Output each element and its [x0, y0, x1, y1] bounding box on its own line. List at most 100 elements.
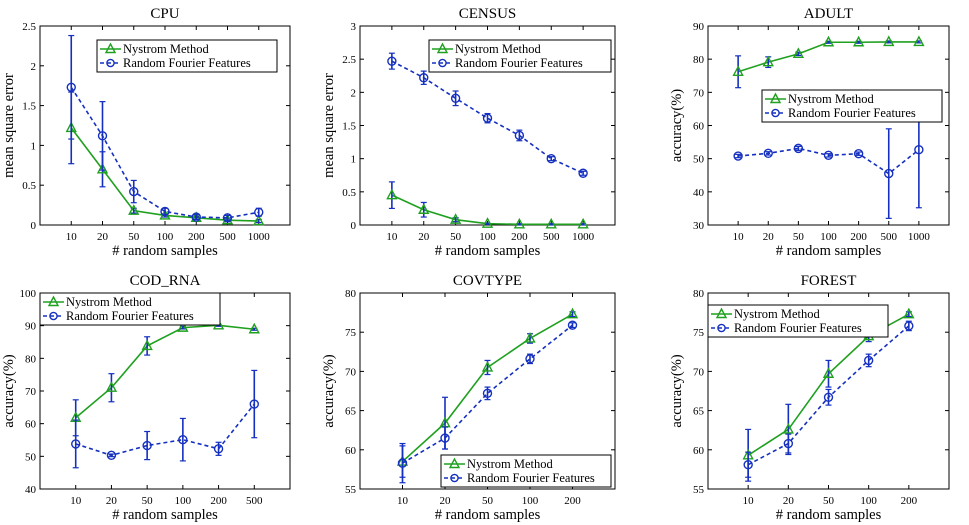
y-tick-label: 90 — [693, 21, 705, 33]
y-tick-label: 80 — [25, 353, 37, 365]
y-tick-label: 0 — [31, 220, 37, 232]
y-tick-label: 1 — [351, 154, 357, 166]
legend-label: Random Fourier Features — [467, 471, 595, 485]
data-point — [450, 93, 461, 104]
x-tick-label: 10 — [743, 495, 755, 507]
y-tick-label: 90 — [25, 321, 37, 333]
y-tick-label: 50 — [693, 154, 705, 166]
y-tick-label: 1.5 — [22, 101, 36, 113]
series-nystrom — [396, 307, 579, 478]
y-tick-label: 2.5 — [342, 54, 356, 66]
legend-box — [761, 89, 943, 123]
data-point — [823, 392, 834, 402]
data-point — [129, 186, 139, 197]
x-axis-label: # random samples — [435, 507, 541, 523]
data-point — [386, 188, 398, 200]
x-tick-label: 100 — [820, 231, 837, 243]
data-point — [853, 148, 864, 159]
x-tick-label: 10 — [733, 231, 745, 243]
data-point — [221, 213, 234, 225]
chart-panel-cod-rna: COD_RNA 40 50 60 70 80 90 100 10 20 50 100 200 500 # r… — [1, 273, 291, 523]
data-point — [884, 168, 894, 179]
data-point — [254, 207, 264, 217]
y-tick-label: 50 — [25, 451, 37, 463]
x-tick-label: 100 — [522, 495, 539, 507]
y-tick-label: 2 — [351, 87, 357, 99]
y-tick-label: 0.5 — [22, 180, 36, 192]
data-point — [481, 360, 494, 372]
y-axis-label: mean square error — [1, 73, 17, 178]
legend-marker — [769, 92, 782, 104]
x-axis-label: # random samples — [435, 243, 541, 259]
data-point — [97, 131, 108, 141]
x-tick-label: 1000 — [248, 231, 271, 243]
chart-panel-cpu: CPU 0 0.5 1 1.5 2 2.5 10 20 50 100 200 500 1000 # rand… — [1, 6, 291, 259]
x-tick-label: 10 — [70, 495, 82, 507]
x-tick-label: 10 — [397, 495, 409, 507]
y-tick-label: 70 — [25, 386, 37, 398]
y-tick-label: 70 — [345, 366, 357, 378]
x-tick-label: 50 — [482, 495, 494, 507]
y-tick-label: 80 — [693, 288, 705, 300]
chart-panel-census: CENSUS 0 0.5 1 1.5 2 2.5 3 10 20 50 100 200 500 1000 # … — [321, 6, 616, 259]
y-tick-label: 1.5 — [342, 121, 356, 133]
y-tick-label: 30 — [693, 220, 705, 232]
series-random-fourier — [743, 320, 914, 478]
x-tick-label: 500 — [881, 231, 898, 243]
data-point — [419, 73, 429, 83]
data-point — [482, 113, 493, 123]
x-tick-label: 20 — [440, 495, 452, 507]
y-tick-label: 65 — [693, 406, 705, 418]
x-tick-label: 50 — [823, 495, 835, 507]
data-point — [142, 440, 152, 451]
x-tick-label: 100 — [860, 495, 877, 507]
series-random-fourier — [71, 369, 259, 469]
y-tick-label: 40 — [693, 187, 705, 199]
data-point — [105, 381, 118, 392]
series-random-fourier — [733, 91, 924, 219]
y-tick-label: 100 — [20, 288, 37, 300]
data-point — [782, 422, 794, 434]
data-point — [253, 214, 265, 226]
chart-panel-forest: FOREST 55 60 65 70 75 80 10 20 50 100 200 # random s… — [669, 273, 950, 523]
series-nystrom — [386, 181, 589, 229]
series-random-fourier — [66, 34, 264, 223]
y-tick-label: 55 — [693, 484, 705, 496]
chart-panel-covtype: COVTYPE 55 60 65 70 75 80 10 20 50 100 200 # random … — [321, 273, 616, 523]
x-tick-label: 200 — [511, 231, 528, 243]
chart-title: CENSUS — [459, 6, 517, 22]
x-tick-label: 200 — [901, 495, 918, 507]
data-point — [903, 307, 915, 319]
y-tick-label: 70 — [693, 87, 705, 99]
series-nystrom — [70, 318, 260, 437]
data-point — [514, 130, 525, 141]
legend-box — [428, 39, 612, 73]
x-tick-label: 500 — [543, 231, 560, 243]
data-point — [577, 217, 589, 229]
y-tick-label: 0.5 — [342, 187, 356, 199]
legend-marker — [715, 307, 728, 319]
legend-box — [96, 39, 278, 73]
x-tick-label: 500 — [219, 231, 236, 243]
data-point — [71, 439, 81, 449]
legend-label: Nystrom Method — [734, 307, 821, 321]
x-tick-label: 10 — [66, 231, 78, 243]
x-tick-label: 200 — [210, 495, 227, 507]
x-tick-label: 1000 — [908, 231, 931, 243]
x-tick-label: 20 — [106, 495, 118, 507]
data-point — [823, 150, 834, 161]
series-nystrom — [732, 35, 925, 89]
data-point — [96, 162, 109, 174]
legend-label: Random Fourier Features — [734, 321, 862, 335]
data-point — [566, 307, 579, 319]
x-tick-label: 100 — [175, 495, 192, 507]
data-point — [914, 145, 924, 155]
series-line — [75, 324, 255, 419]
y-tick-label: 60 — [345, 445, 357, 457]
y-tick-label: 75 — [345, 327, 357, 339]
x-tick-label: 200 — [564, 495, 581, 507]
data-point — [822, 367, 835, 378]
